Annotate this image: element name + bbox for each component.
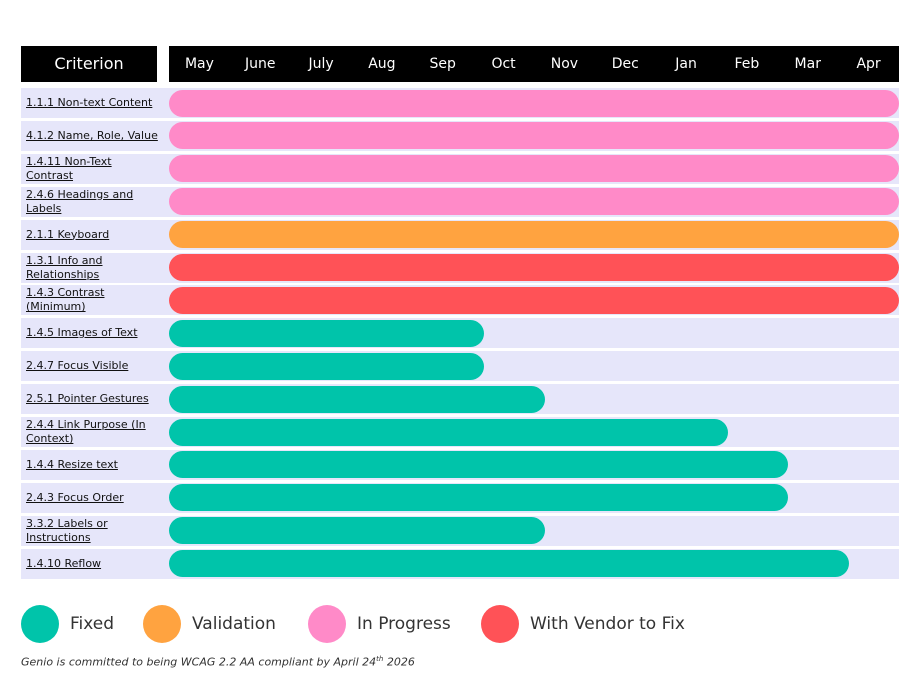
footnote-sup: th bbox=[376, 655, 384, 663]
bar bbox=[169, 319, 485, 347]
month-label: Feb bbox=[734, 56, 760, 72]
bar bbox=[169, 517, 545, 545]
bar bbox=[169, 418, 728, 446]
month-label: July bbox=[308, 56, 334, 72]
criterion-link: 4.1.2 Name, Role, Value bbox=[26, 128, 158, 142]
bar bbox=[169, 188, 899, 216]
month-label: Mar bbox=[794, 56, 821, 72]
bar bbox=[169, 89, 899, 117]
criterion-link: 1.4.3 Contrast (Minimum) bbox=[26, 286, 105, 314]
criterion-link: 2.1.1 Keyboard bbox=[26, 227, 110, 241]
bar bbox=[169, 352, 485, 380]
bar bbox=[169, 385, 545, 413]
month-label: Oct bbox=[491, 56, 516, 72]
bar bbox=[169, 286, 899, 314]
footnote: Genio is committed to being WCAG 2.2 AA … bbox=[21, 655, 415, 669]
criterion-link: 2.4.6 Headings and Labels bbox=[26, 187, 134, 215]
footnote-text: Genio is committed to being WCAG 2.2 AA … bbox=[21, 655, 377, 669]
bar bbox=[169, 155, 899, 183]
header-criterion: Criterion bbox=[21, 46, 157, 82]
legend-swatch bbox=[308, 605, 346, 643]
month-label: Jan bbox=[675, 56, 697, 72]
bar bbox=[169, 484, 789, 512]
month-label: June bbox=[244, 56, 276, 72]
criterion-link: 1.3.1 Info and Relationships bbox=[26, 253, 103, 281]
legend-label: In Progress bbox=[357, 614, 451, 634]
legend-swatch bbox=[481, 605, 519, 643]
bar bbox=[169, 221, 899, 249]
criterion-link: 2.4.4 Link Purpose (In Context) bbox=[26, 418, 146, 445]
criterion-link: 1.1.1 Non-text Content bbox=[26, 96, 153, 109]
footnote-text: 2026 bbox=[383, 655, 415, 669]
legend-label: With Vendor to Fix bbox=[530, 614, 685, 634]
header-months bbox=[169, 46, 899, 82]
criterion-link: 2.5.1 Pointer Gestures bbox=[26, 392, 149, 406]
legend-swatch bbox=[143, 605, 181, 643]
month-label: Apr bbox=[856, 56, 881, 72]
criterion-link: 3.3.2 Labels or Instructions bbox=[26, 516, 108, 544]
legend-label: Validation bbox=[192, 614, 276, 634]
criterion-link: 2.4.3 Focus Order bbox=[26, 490, 124, 504]
criterion-link: 2.4.7 Focus Visible bbox=[26, 359, 129, 373]
month-label: Sep bbox=[429, 56, 456, 72]
criterion-link: 1.4.11 Non-Text Contrast bbox=[26, 154, 112, 182]
month-label: Nov bbox=[550, 56, 579, 72]
criterion-link: 1.4.10 Reflow bbox=[26, 556, 102, 570]
criterion-link: 1.4.5 Images of Text bbox=[26, 326, 138, 340]
month-label: May bbox=[184, 56, 214, 72]
bar bbox=[169, 254, 899, 281]
bar bbox=[169, 451, 789, 479]
criterion-link: 1.4.4 Resize text bbox=[26, 457, 118, 471]
bar bbox=[169, 550, 850, 578]
month-label: Dec bbox=[611, 56, 639, 72]
bar bbox=[169, 122, 899, 150]
month-label: Aug bbox=[368, 56, 396, 72]
legend-swatch bbox=[21, 605, 59, 643]
legend-label: Fixed bbox=[70, 614, 115, 634]
